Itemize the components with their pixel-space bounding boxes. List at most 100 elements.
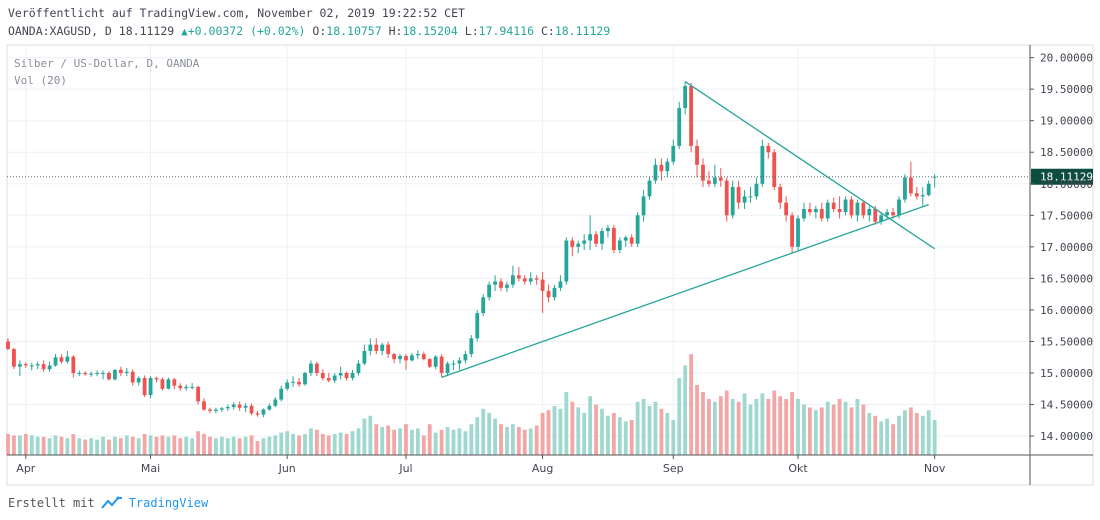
- footer-brand[interactable]: TradingView: [128, 496, 209, 510]
- candle: [392, 352, 396, 363]
- candle: [356, 360, 361, 376]
- candle-body: [285, 382, 290, 389]
- volume-bar: [903, 410, 907, 455]
- volume-bar: [249, 435, 254, 455]
- candle-body: [380, 344, 385, 351]
- y-tick-label: 15.00000: [1040, 367, 1093, 380]
- volume-bar: [754, 399, 759, 455]
- volume-bar: [29, 435, 34, 455]
- candle: [285, 379, 290, 391]
- candle: [291, 376, 296, 387]
- y-tick-label: 14.00000: [1040, 430, 1093, 443]
- candle-body: [855, 202, 860, 216]
- candle: [481, 294, 486, 317]
- volume-bar: [772, 390, 777, 455]
- candle: [113, 369, 117, 381]
- candle-body: [499, 281, 503, 288]
- candle-body: [303, 373, 307, 385]
- candle-body: [243, 405, 248, 408]
- x-tick-label: Sep: [663, 462, 684, 475]
- volume-bar: [279, 432, 284, 455]
- candle-body: [392, 354, 396, 360]
- volume-bar: [184, 436, 189, 455]
- volume-bar: [6, 434, 10, 455]
- candle-body: [267, 405, 272, 410]
- candle-body: [576, 243, 581, 247]
- volume-bar: [113, 436, 117, 455]
- volume-bar: [225, 438, 230, 455]
- candle: [261, 408, 266, 418]
- candle-body: [95, 373, 99, 374]
- candle: [303, 371, 307, 386]
- volume-bar: [356, 428, 361, 455]
- volume-bar: [837, 399, 842, 455]
- volume-bar: [671, 420, 676, 455]
- candle-body: [410, 355, 414, 361]
- volume-bar: [338, 432, 343, 455]
- volume-bar: [237, 438, 242, 455]
- candle: [457, 357, 462, 370]
- volume-bar: [534, 425, 539, 455]
- candle: [279, 385, 284, 402]
- candle-body: [320, 373, 325, 379]
- candle-body: [683, 86, 688, 109]
- candle: [588, 215, 593, 250]
- volume-bar: [118, 438, 123, 455]
- volume-bar: [701, 392, 705, 455]
- volume-bar: [368, 415, 373, 455]
- candle-body: [606, 227, 610, 232]
- candle-body: [89, 373, 94, 375]
- candle: [522, 275, 527, 285]
- volume-bars: [6, 354, 937, 455]
- candle-body: [255, 413, 260, 415]
- candle-body: [825, 202, 830, 219]
- candle: [867, 205, 872, 222]
- candle: [511, 265, 515, 288]
- candle: [451, 360, 456, 370]
- candle: [778, 183, 783, 209]
- candle-body: [558, 281, 563, 288]
- volume-bar: [475, 417, 480, 455]
- volume-bar: [261, 438, 266, 455]
- volume-bar: [831, 404, 836, 455]
- volume-bar: [540, 413, 545, 455]
- volume-bar: [243, 436, 248, 455]
- volume-bar: [718, 396, 723, 455]
- close-value: 18.11129: [554, 24, 611, 38]
- volume-bar: [404, 424, 408, 455]
- volume-bar: [415, 428, 420, 455]
- candle: [6, 338, 10, 351]
- volume-bar: [932, 420, 937, 455]
- candle: [190, 383, 195, 390]
- candle: [546, 284, 551, 303]
- candle-body: [522, 278, 527, 282]
- candle: [908, 161, 913, 197]
- candle: [879, 212, 884, 225]
- candle-body: [897, 199, 901, 216]
- y-tick-label: 16.00000: [1040, 304, 1093, 317]
- volume-bar: [617, 417, 622, 455]
- price-axis[interactable]: 20.00000 19.50000 19.00000 18.50000 18.00000…: [1029, 45, 1093, 485]
- volume-bar: [849, 407, 854, 455]
- candle: [629, 234, 634, 247]
- time-axis[interactable]: Apr Mai Jun Jul Aug Sep Okt Nov: [7, 454, 1093, 475]
- candle-body: [481, 297, 486, 314]
- volume-bar: [196, 431, 200, 455]
- candle: [445, 361, 450, 377]
- candle: [71, 355, 76, 378]
- volume-bar: [748, 404, 753, 455]
- candle: [59, 354, 64, 364]
- candle-body: [214, 409, 218, 411]
- candle-body: [920, 195, 925, 197]
- candle: [754, 177, 759, 200]
- volume-bar: [297, 435, 301, 455]
- volume-bar: [17, 435, 22, 455]
- candle: [136, 376, 141, 386]
- candle-body: [760, 145, 765, 184]
- candle-body: [475, 313, 480, 339]
- candle-body: [12, 349, 16, 367]
- price-chart[interactable]: 18.11129 20.00000 19.50000 19.00000 18.5000…: [0, 0, 1100, 490]
- candle-body: [588, 234, 593, 241]
- volume-bar: [190, 438, 195, 455]
- candle: [124, 367, 129, 377]
